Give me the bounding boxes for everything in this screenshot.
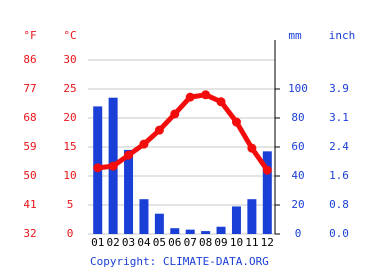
temperature-point xyxy=(201,90,211,100)
y-tick-label: 25 xyxy=(63,82,76,95)
bar xyxy=(247,199,257,234)
temperature-point xyxy=(216,97,226,107)
temperature-point xyxy=(93,163,103,173)
celsius-label: °C xyxy=(63,29,76,42)
y-tick-label: 10 xyxy=(63,169,76,182)
bar xyxy=(154,213,164,234)
mm-label: mm xyxy=(288,29,302,42)
inch-label: inch xyxy=(329,29,356,42)
bar xyxy=(139,199,149,234)
credit: Copyright: CLIMATE-DATA.ORG xyxy=(90,255,269,268)
temperature-point xyxy=(231,117,241,127)
y-tick-label: 30 xyxy=(63,53,76,66)
bar xyxy=(170,228,180,234)
fahrenheit-label: °F xyxy=(23,29,36,42)
y-tick-label: 0 xyxy=(67,227,74,240)
x-tick-label: 02 xyxy=(107,236,120,249)
x-tick-label: 08 xyxy=(199,236,212,249)
temperature-point xyxy=(124,150,134,160)
y2-tick-label-inch: 3.1 xyxy=(329,111,349,124)
bar xyxy=(124,149,134,234)
x-tick-label: 03 xyxy=(122,236,135,249)
x-tick-label: 10 xyxy=(230,236,243,249)
x-tick-label: 04 xyxy=(137,236,151,249)
y2-tick-label: 20 xyxy=(291,198,304,211)
y2-tick-label-inch: 3.9 xyxy=(329,82,349,95)
y-tick-label: 20 xyxy=(63,111,76,124)
y2-tick-label: 40 xyxy=(291,169,304,182)
bar xyxy=(216,226,226,234)
x-tick-label: 05 xyxy=(153,236,166,249)
bar xyxy=(201,231,211,234)
temperature-point xyxy=(154,125,164,135)
temperature-point xyxy=(185,92,195,102)
bar xyxy=(185,229,195,234)
temperature-line xyxy=(97,92,270,172)
x-tick-label: 07 xyxy=(184,236,197,249)
y2-tick-label: 80 xyxy=(291,111,304,124)
bar xyxy=(231,206,241,234)
y-tick-label: 15 xyxy=(63,140,76,153)
x-tick-label: 06 xyxy=(168,236,181,249)
temperature-point xyxy=(170,109,180,119)
temperature-point xyxy=(139,139,149,149)
x-tick-label: 09 xyxy=(214,236,227,249)
y2-tick-label-inch: 0.8 xyxy=(329,198,349,211)
x-tick-label: 01 xyxy=(91,236,104,249)
y2-tick-label-inch: 2.4 xyxy=(329,140,349,153)
bar xyxy=(262,151,272,234)
y2-tick-label: 0 xyxy=(295,227,302,240)
y-tick-label-fahrenheit: 86 xyxy=(23,53,36,66)
y2-tick-label: 100 xyxy=(288,82,308,95)
y-tick-label-fahrenheit: 50 xyxy=(23,169,36,182)
temperature-point xyxy=(262,165,272,175)
x-tick-label: 11 xyxy=(245,236,258,249)
x-tick-label: 12 xyxy=(261,236,274,249)
y-tick-label-fahrenheit: 68 xyxy=(23,111,36,124)
y-tick-label-fahrenheit: 41 xyxy=(23,198,36,211)
y2-tick-label-inch: 1.6 xyxy=(329,169,349,182)
y2-tick-label-inch: 0.0 xyxy=(329,227,349,240)
y-tick-label: 5 xyxy=(67,198,74,211)
y-tick-label-fahrenheit: 59 xyxy=(23,140,36,153)
temperature-point xyxy=(108,161,118,171)
temperature-point xyxy=(247,143,257,153)
y2-tick-label: 60 xyxy=(291,140,304,153)
y-tick-label-fahrenheit: 32 xyxy=(23,227,36,240)
y-tick-label-fahrenheit: 77 xyxy=(23,82,36,95)
